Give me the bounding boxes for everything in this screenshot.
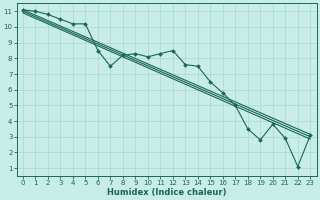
X-axis label: Humidex (Indice chaleur): Humidex (Indice chaleur) bbox=[107, 188, 226, 197]
